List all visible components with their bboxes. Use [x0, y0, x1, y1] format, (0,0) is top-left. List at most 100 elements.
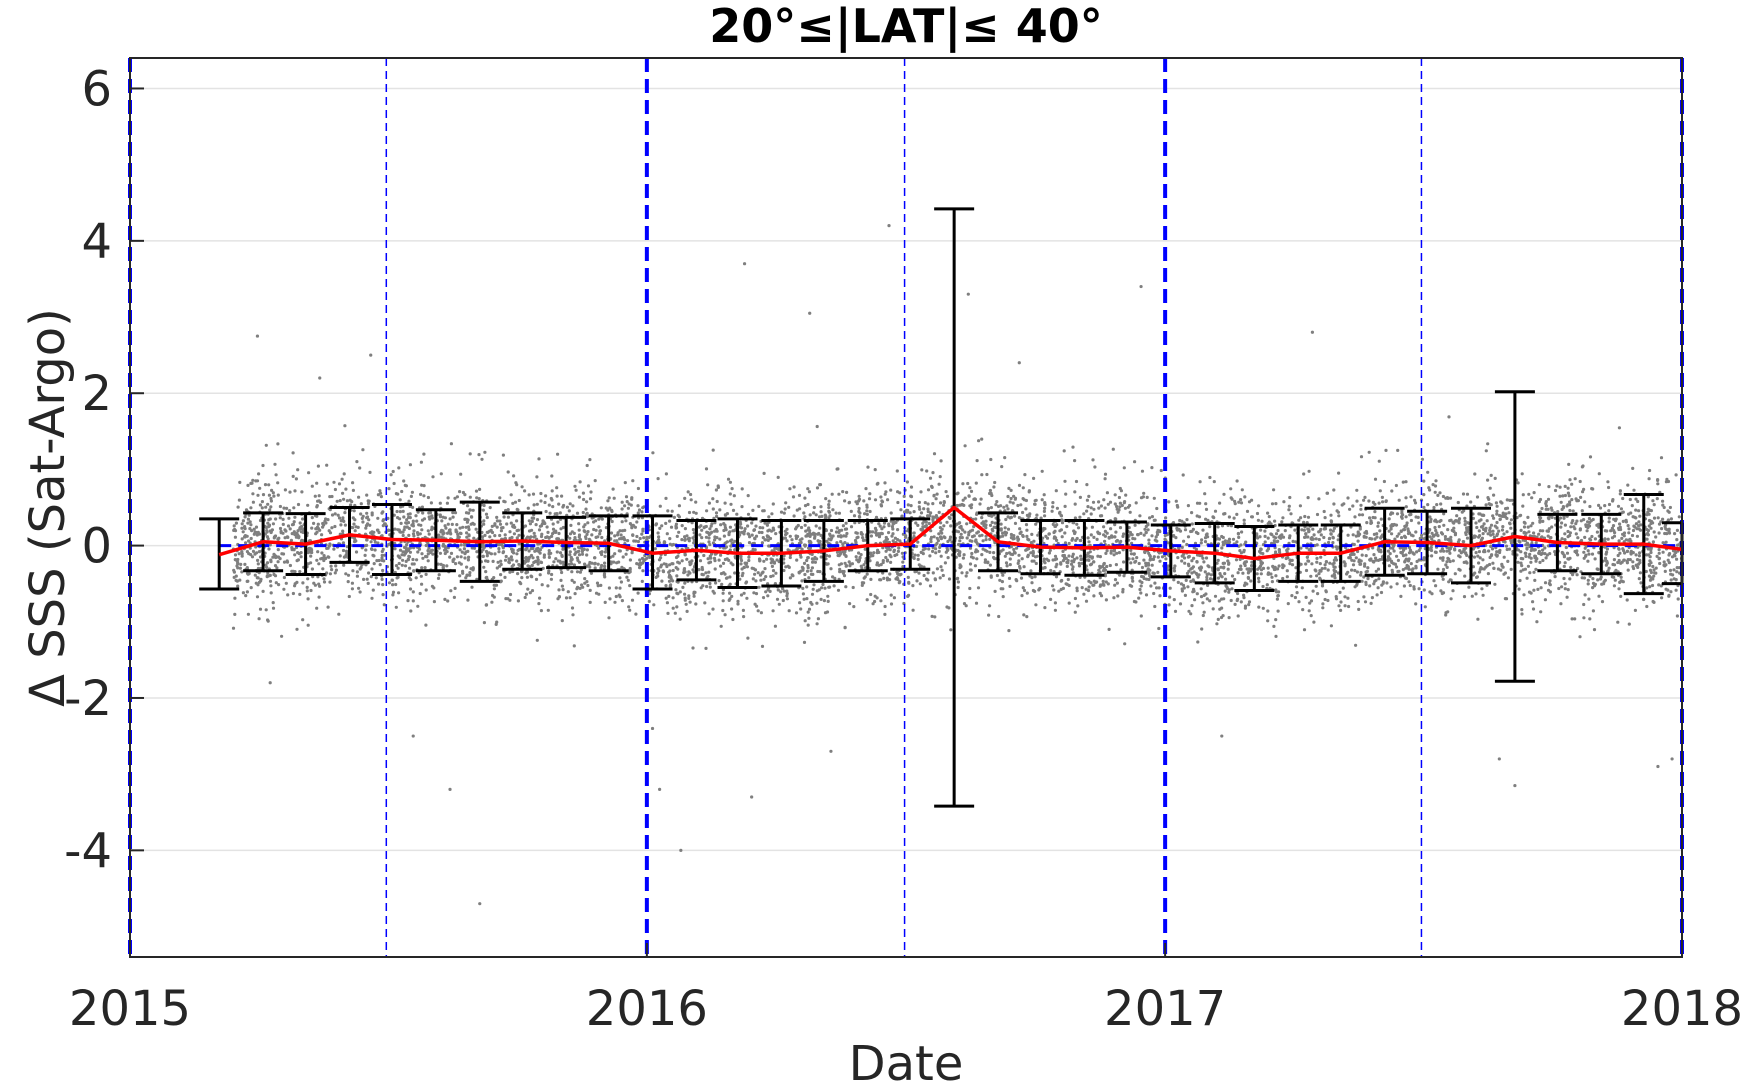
- scatter-point: [1116, 594, 1120, 598]
- scatter-point: [1115, 581, 1119, 585]
- scatter-point: [719, 564, 723, 568]
- scatter-point: [1288, 562, 1292, 566]
- scatter-point: [233, 612, 237, 617]
- scatter-point: [1238, 557, 1242, 562]
- scatter-point: [939, 565, 943, 569]
- scatter-point: [1651, 540, 1655, 544]
- scatter-point: [1155, 586, 1159, 590]
- scatter-point: [1294, 540, 1298, 544]
- scatter-point: [402, 528, 406, 532]
- scatter-point: [572, 580, 576, 584]
- scatter-point: [240, 554, 244, 558]
- scatter-point: [258, 555, 263, 559]
- scatter-point: [810, 592, 815, 596]
- scatter-point: [707, 612, 711, 616]
- scatter-point: [630, 551, 634, 555]
- scatter-point: [370, 596, 374, 600]
- scatter-point: [859, 531, 863, 535]
- scatter-point: [1063, 541, 1068, 545]
- scatter-point: [627, 502, 631, 506]
- scatter-point: [575, 570, 580, 574]
- scatter-point: [933, 543, 938, 547]
- scatter-point: [1085, 483, 1089, 487]
- scatter-point: [1523, 521, 1527, 525]
- scatter-point: [1204, 507, 1209, 511]
- scatter-point: [991, 529, 995, 533]
- scatter-point: [1475, 525, 1479, 530]
- scatter-point: [946, 556, 950, 560]
- scatter-point: [1318, 529, 1322, 533]
- scatter-point: [1522, 525, 1527, 529]
- scatter-point: [938, 545, 942, 550]
- scatter-point: [341, 548, 346, 553]
- scatter-point: [687, 594, 691, 598]
- scatter-point: [1441, 556, 1445, 560]
- scatter-point: [1545, 553, 1549, 557]
- scatter-point: [424, 554, 428, 559]
- scatter-point: [1538, 519, 1542, 523]
- scatter-point: [1579, 495, 1583, 499]
- scatter-point: [1067, 554, 1071, 558]
- scatter-point: [931, 571, 935, 575]
- scatter-point: [755, 604, 759, 608]
- scatter-point: [1270, 580, 1274, 584]
- scatter-point: [1197, 515, 1202, 519]
- scatter-point: [1519, 561, 1523, 565]
- scatter-point: [422, 494, 426, 498]
- scatter-point: [1112, 535, 1117, 539]
- scatter-point: [987, 613, 991, 617]
- scatter-point: [636, 504, 640, 508]
- scatter-point: [382, 603, 386, 607]
- scatter-point: [1233, 602, 1237, 607]
- scatter-point: [341, 491, 345, 495]
- scatter-point: [791, 574, 795, 578]
- scatter-point: [1586, 578, 1590, 582]
- scatter-point: [1141, 575, 1145, 579]
- scatter-point: [630, 497, 634, 501]
- scatter-point: [1136, 533, 1140, 537]
- scatter-point: [1449, 597, 1453, 601]
- scatter-point: [1105, 531, 1109, 535]
- scatter-point: [678, 590, 682, 594]
- scatter-point: [1488, 562, 1492, 567]
- scatter-point: [557, 588, 561, 592]
- scatter-point: [410, 490, 414, 494]
- scatter-point: [1128, 510, 1132, 514]
- scatter-point: [1199, 541, 1203, 545]
- scatter-point: [271, 601, 275, 605]
- scatter-point: [326, 605, 330, 609]
- scatter-point: [625, 575, 629, 579]
- scatter-point: [1151, 557, 1156, 562]
- scatter-point: [728, 575, 732, 579]
- scatter-point: [897, 581, 901, 585]
- scatter-point: [762, 577, 766, 582]
- scatter-point: [1237, 500, 1241, 504]
- scatter-point: [1545, 529, 1549, 533]
- scatter-point: [1249, 579, 1253, 583]
- scatter-point: [1373, 510, 1377, 514]
- scatter-point: [675, 605, 679, 609]
- scatter-point: [1573, 549, 1577, 554]
- scatter-point: [1348, 575, 1352, 579]
- scatter-point: [1113, 493, 1117, 497]
- scatter-point: [908, 511, 912, 515]
- scatter-point: [1363, 562, 1367, 566]
- scatter-point: [819, 555, 823, 559]
- scatter-point: [934, 497, 938, 501]
- scatter-point: [843, 625, 847, 629]
- scatter-point: [1366, 547, 1370, 551]
- scatter-point: [249, 523, 253, 527]
- scatter-point: [1092, 535, 1096, 540]
- scatter-point: [742, 529, 747, 533]
- scatter-point: [401, 533, 405, 538]
- scatter-point: [1428, 535, 1432, 539]
- scatter-point: [1230, 587, 1234, 591]
- scatter-point: [1543, 552, 1547, 556]
- scatter-point: [738, 520, 742, 524]
- scatter-point: [431, 552, 435, 556]
- scatter-point: [1657, 522, 1662, 526]
- scatter-point: [1493, 476, 1497, 480]
- scatter-point: [1277, 564, 1281, 568]
- scatter-point: [604, 547, 608, 551]
- scatter-point: [849, 509, 853, 513]
